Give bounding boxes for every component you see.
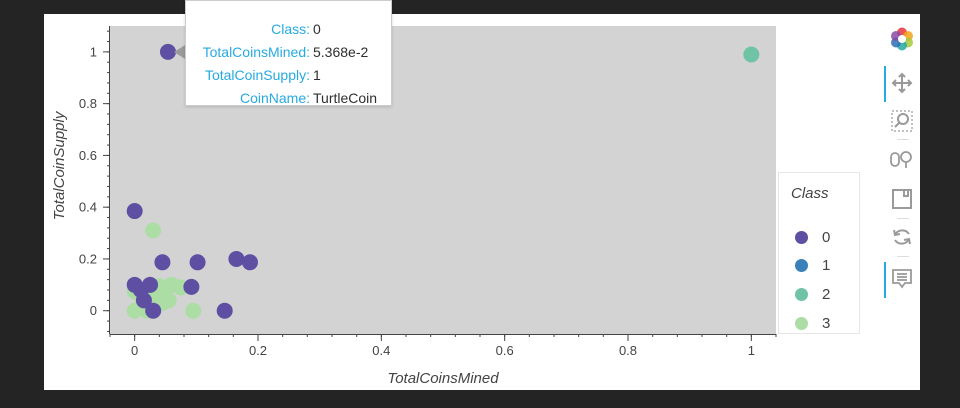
tooltip-value: 0 xyxy=(313,21,321,37)
data-point-class-0[interactable] xyxy=(216,302,233,319)
data-point-class-0[interactable] xyxy=(154,254,171,271)
legend-swatch-2 xyxy=(795,287,808,301)
toolbar xyxy=(880,22,920,302)
tooltip-row-total-coins-mined: TotalCoinsMined: 5.368e-2 xyxy=(186,42,391,62)
tooltip-pointer xyxy=(174,45,185,59)
tooltip-row-class: Class: 0 xyxy=(186,19,391,39)
legend-swatch-0 xyxy=(795,230,808,244)
hover-tooltip: Class: 0 TotalCoinsMined: 5.368e-2 Total… xyxy=(185,0,392,106)
x-tick-label: 1 xyxy=(748,343,755,358)
x-tick-label: 0.6 xyxy=(496,343,514,358)
box-zoom-icon[interactable] xyxy=(890,108,914,134)
x-axis-title: TotalCoinsMined xyxy=(387,370,499,387)
hover-icon[interactable] xyxy=(890,266,914,292)
tooltip-key: Class: xyxy=(271,21,310,37)
legend-label-2: 2 xyxy=(822,285,831,303)
legend-label-0: 0 xyxy=(822,228,831,246)
data-point-class-0[interactable] xyxy=(241,254,258,271)
legend-item-1[interactable]: 1 xyxy=(795,255,830,275)
toolbar-divider xyxy=(897,218,909,219)
toolbar-divider xyxy=(897,256,909,257)
legend-title: Class xyxy=(791,185,829,202)
save-icon[interactable] xyxy=(890,186,914,212)
pan-active-indicator xyxy=(884,66,886,102)
tooltip-value: TurtleCoin xyxy=(313,90,378,106)
legend-item-2[interactable]: 2 xyxy=(795,284,830,304)
data-point-class-0[interactable] xyxy=(126,203,143,220)
data-point-class-0[interactable] xyxy=(183,278,200,295)
legend-label-3: 3 xyxy=(822,314,831,332)
data-point-class-3[interactable] xyxy=(185,302,202,319)
hover-active-indicator xyxy=(884,262,886,298)
tooltip-value: 1 xyxy=(313,67,321,83)
y-tick-label: 0.6 xyxy=(79,148,97,163)
bokeh-logo-icon[interactable] xyxy=(890,26,914,52)
data-point-class-0[interactable] xyxy=(145,302,162,319)
legend: Class 0 1 2 3 xyxy=(778,172,860,334)
y-tick-label: 0 xyxy=(90,303,97,318)
y-tick-label: 1 xyxy=(90,44,97,59)
x-tick-label: 0 xyxy=(131,343,138,358)
tooltip-row-total-coin-supply: TotalCoinSupply: 1 xyxy=(186,65,391,85)
reset-icon[interactable] xyxy=(890,224,914,250)
wheel-zoom-icon[interactable] xyxy=(890,146,914,172)
y-tick-label: 0.8 xyxy=(79,96,97,111)
legend-swatch-1 xyxy=(795,258,808,272)
x-tick-label: 0.4 xyxy=(372,343,390,358)
data-point-class-0[interactable] xyxy=(228,250,245,267)
data-point-class-0[interactable] xyxy=(142,276,159,293)
tooltip-key: CoinName: xyxy=(239,90,310,106)
legend-label-1: 1 xyxy=(822,256,831,274)
y-tick-label: 0.4 xyxy=(79,200,97,215)
tooltip-value: 5.368e-2 xyxy=(313,44,369,60)
pan-icon[interactable] xyxy=(890,70,914,96)
tooltip-row-coin-name: CoinName: TurtleCoin xyxy=(186,88,391,108)
x-tick-label: 0.8 xyxy=(619,343,637,358)
y-tick-label: 0.2 xyxy=(79,251,97,266)
legend-swatch-3 xyxy=(795,316,808,330)
tooltip-key: TotalCoinSupply: xyxy=(204,67,310,83)
data-point-class-0[interactable] xyxy=(159,43,176,60)
chart-panel: 0 0.2 0.4 0.6 0.8 1 0 0.2 0.4 0.6 0.8 1 TotalCoinsMi… xyxy=(44,0,920,390)
legend-item-3[interactable]: 3 xyxy=(795,313,830,333)
x-tick-label: 0.2 xyxy=(249,343,267,358)
tooltip-key: TotalCoinsMined: xyxy=(202,44,310,60)
legend-item-0[interactable]: 0 xyxy=(795,227,830,247)
data-point-class-2[interactable] xyxy=(743,46,760,63)
data-point-class-3[interactable] xyxy=(145,222,162,239)
data-point-class-0[interactable] xyxy=(189,254,206,271)
y-axis-title: TotalCoinSupply xyxy=(51,110,68,220)
toolbar-divider xyxy=(897,139,909,140)
data-point-class-3[interactable] xyxy=(160,292,177,309)
